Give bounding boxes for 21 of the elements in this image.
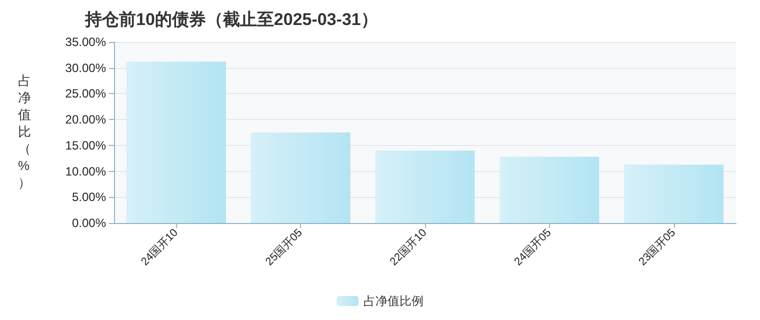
- y-tick-label: 25.00%: [65, 86, 106, 101]
- bar: [624, 164, 724, 223]
- bar: [500, 156, 600, 223]
- x-tick-label: 24国开10: [139, 226, 180, 268]
- y-tick-label: 5.00%: [72, 190, 106, 204]
- bar: [250, 132, 350, 223]
- x-tick-label: 23国开05: [636, 226, 678, 268]
- legend-label: 占净值比例: [364, 294, 424, 308]
- x-tick-label: 24国开05: [512, 226, 554, 268]
- x-tick-label: 25国开05: [264, 226, 305, 268]
- y-tick-label: 20.00%: [65, 112, 106, 127]
- y-axis-title: 占净值比（%）: [18, 73, 31, 190]
- chart-title: 持仓前10的债券（截止至2025-03-31）: [84, 10, 378, 29]
- y-tick-label: 0.00%: [72, 216, 106, 230]
- x-tick-label: 22国开10: [388, 226, 430, 268]
- y-tick-label: 35.00%: [65, 35, 106, 49]
- y-tick-label: 10.00%: [65, 164, 106, 178]
- bar: [375, 150, 475, 223]
- y-tick-label: 15.00%: [65, 138, 106, 152]
- bar: [126, 62, 226, 223]
- y-tick-label: 30.00%: [65, 60, 106, 75]
